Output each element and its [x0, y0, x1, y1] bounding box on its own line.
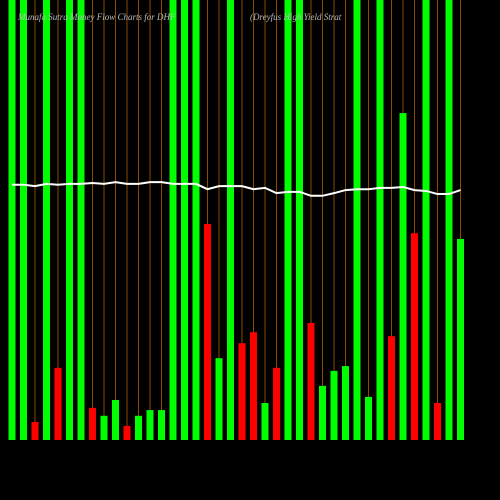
bar [146, 410, 154, 440]
bar [100, 415, 108, 440]
bar [238, 343, 246, 440]
bar [77, 0, 85, 440]
bar [158, 410, 165, 440]
bar [411, 233, 418, 440]
chart-title: Munafa Sutra Money Flow Charts for DHF [17, 12, 176, 22]
bar [422, 0, 430, 440]
bar [376, 0, 384, 440]
bar [204, 223, 211, 440]
bar [445, 0, 453, 440]
bar [112, 399, 119, 440]
bar [342, 366, 349, 440]
bar [365, 396, 372, 440]
bar [307, 322, 315, 440]
bar [192, 0, 200, 440]
bar [215, 358, 223, 440]
bar [457, 238, 464, 440]
bar [261, 403, 269, 440]
bar [434, 403, 441, 440]
bar [296, 0, 303, 440]
bar [399, 113, 407, 440]
bar [89, 407, 96, 440]
bar [169, 0, 177, 440]
bar [250, 332, 257, 440]
bar [353, 0, 361, 440]
bar [31, 421, 39, 440]
bar [181, 0, 188, 440]
bars [8, 0, 464, 440]
bar [66, 0, 73, 440]
flow-line [12, 181, 461, 197]
bar [330, 370, 338, 440]
bar [8, 0, 16, 440]
bar [227, 0, 234, 440]
bar [319, 385, 326, 440]
bar [123, 425, 131, 440]
bar [273, 367, 280, 440]
bar [135, 415, 142, 440]
bar [388, 336, 395, 440]
bar [20, 0, 27, 440]
bar [284, 0, 292, 440]
bar [54, 367, 62, 440]
bar [43, 0, 50, 440]
chart-subtitle: (Dreyfus High Yield Strat [250, 12, 342, 22]
